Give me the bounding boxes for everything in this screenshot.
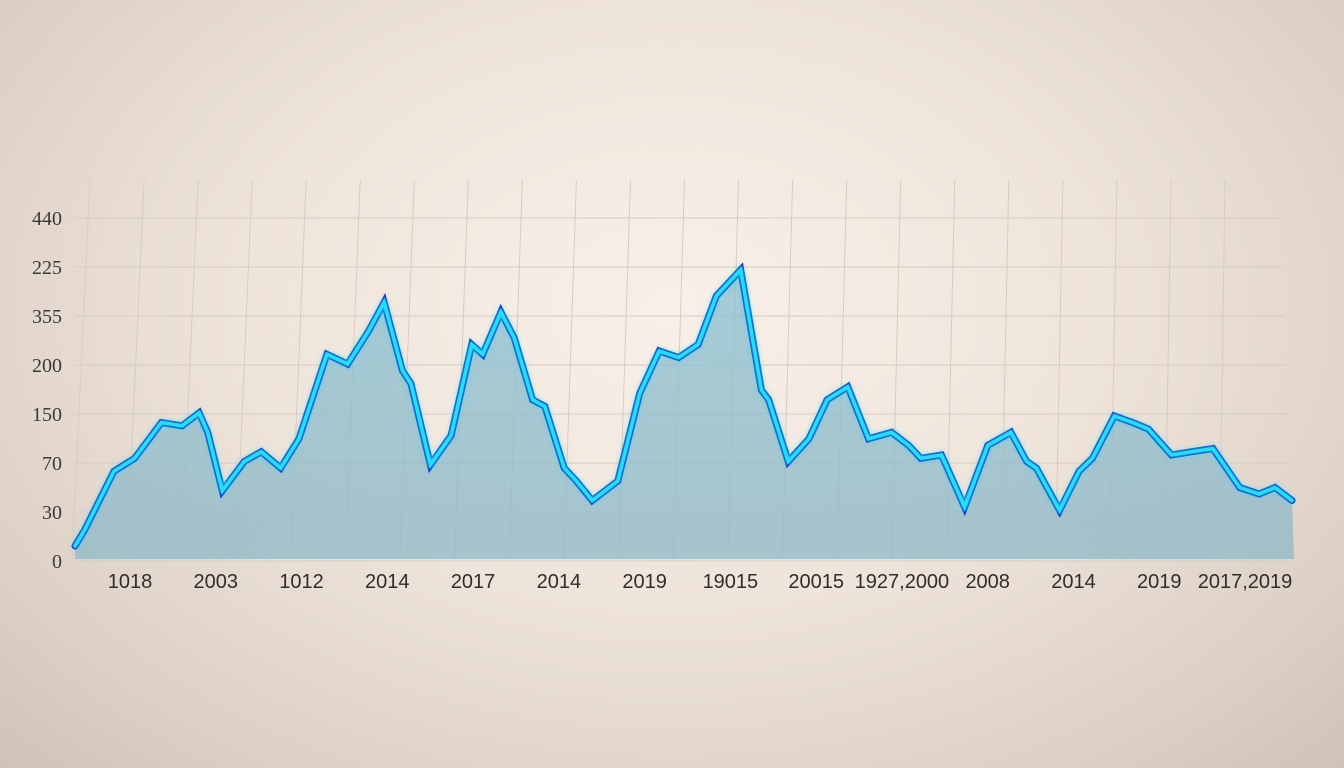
data-point <box>575 480 578 483</box>
data-point <box>325 353 328 356</box>
data-point <box>1058 509 1061 512</box>
data-point <box>867 437 870 440</box>
data-point <box>367 330 370 333</box>
y-tick-label: 0 <box>52 551 62 573</box>
data-point <box>1211 447 1214 450</box>
data-point <box>243 460 246 463</box>
data-point <box>677 356 680 359</box>
y-tick-label: 70 <box>42 453 62 475</box>
data-point <box>986 444 989 447</box>
data-point <box>1091 457 1094 460</box>
data-point <box>919 457 922 460</box>
x-tick-label: 2003 <box>194 571 239 593</box>
data-point <box>1025 460 1028 463</box>
data-point <box>1147 428 1150 431</box>
data-point <box>563 467 566 470</box>
x-axis-tick-labels: 1018 2003 1012 2014 2017 2014 2019 19015 20015 19… <box>108 571 1293 593</box>
data-point <box>383 301 386 304</box>
grid-line-vertical <box>71 179 91 560</box>
data-point <box>198 411 201 414</box>
data-point <box>715 294 718 297</box>
x-tick-label: 19015 <box>703 571 759 593</box>
data-point <box>429 463 432 466</box>
data-point <box>1291 499 1294 502</box>
x-tick-label: 2014 <box>1051 571 1096 593</box>
data-point <box>890 431 893 434</box>
data-point <box>450 434 453 437</box>
data-point <box>1238 486 1241 489</box>
data-point <box>133 457 136 460</box>
data-point <box>1035 467 1038 470</box>
data-point <box>591 499 594 502</box>
series-area-fill <box>75 269 1294 559</box>
x-tick-label: 2014 <box>365 571 410 593</box>
data-point <box>739 268 742 271</box>
grid-line-vertical <box>1055 179 1064 560</box>
data-point <box>401 369 404 372</box>
x-tick-label: 20015 <box>788 571 844 593</box>
x-tick-label: 2008 <box>965 571 1010 593</box>
data-point <box>279 467 282 470</box>
data-point <box>767 398 770 401</box>
x-tick-label: 2019 <box>1137 571 1182 593</box>
data-point <box>206 431 209 434</box>
y-tick-label: 225 <box>32 257 62 279</box>
data-point <box>531 398 534 401</box>
data-point <box>907 444 910 447</box>
data-point <box>260 450 263 453</box>
data-point <box>807 437 810 440</box>
data-point <box>160 421 163 424</box>
data-point <box>1113 415 1116 418</box>
data-point <box>181 424 184 427</box>
data-point <box>74 545 77 548</box>
data-point <box>1258 493 1261 496</box>
data-point <box>940 454 943 457</box>
data-point <box>1189 450 1192 453</box>
data-point <box>787 460 790 463</box>
data-point <box>846 385 849 388</box>
data-point <box>1009 431 1012 434</box>
data-point <box>826 398 829 401</box>
data-point <box>470 343 473 346</box>
data-point <box>638 392 641 395</box>
data-point <box>481 353 484 356</box>
data-point <box>1273 486 1276 489</box>
data-point <box>543 405 546 408</box>
x-tick-label: 2014 <box>537 571 582 593</box>
y-tick-label: 355 <box>32 306 62 328</box>
data-point <box>1170 454 1173 457</box>
y-tick-label: 30 <box>42 502 62 524</box>
y-axis-tick-labels: 440 225 355 200 150 70 30 0 <box>32 208 62 573</box>
data-point <box>513 337 516 340</box>
data-point <box>499 311 502 314</box>
data-point <box>112 470 115 473</box>
series-line <box>73 266 1294 548</box>
x-tick-label: 1018 <box>108 571 153 593</box>
data-point <box>760 389 763 392</box>
data-point <box>1131 421 1134 424</box>
data-point <box>346 363 349 366</box>
data-point <box>658 350 661 353</box>
x-tick-label: 2017 <box>451 571 496 593</box>
x-tick-label: 1012 <box>279 571 324 593</box>
data-point <box>83 528 86 531</box>
y-tick-label: 150 <box>32 404 62 426</box>
data-point <box>221 489 224 492</box>
x-tick-label: 1927,2000 <box>855 571 950 593</box>
y-tick-label: 440 <box>32 208 62 230</box>
data-point <box>616 480 619 483</box>
data-point <box>697 343 700 346</box>
data-point <box>297 437 300 440</box>
y-tick-label: 200 <box>32 355 62 377</box>
data-point <box>963 506 966 509</box>
x-tick-label: 2019 <box>622 571 667 593</box>
data-point <box>409 382 412 385</box>
data-point <box>1078 470 1081 473</box>
x-tick-label: 2017,2019 <box>1198 571 1293 593</box>
